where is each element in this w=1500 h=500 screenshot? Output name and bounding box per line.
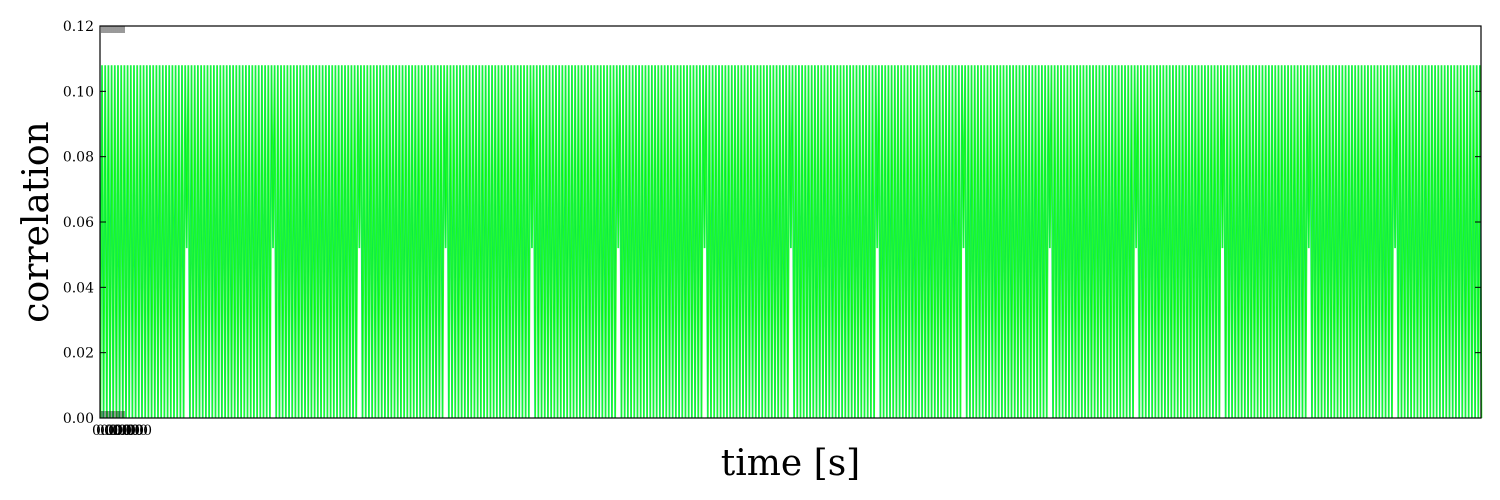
series-green-signal — [99, 65, 1483, 419]
y-tick-label: 0.10 — [63, 84, 94, 100]
y-tick-label: 0.00 — [63, 411, 94, 427]
y-tick-label: 0.04 — [63, 280, 94, 296]
x-tick-label: 0.000 — [92, 423, 132, 439]
x-tick-label: 0.000 — [108, 423, 148, 439]
axis-ticks: 0.00 0.02 0.04 0.06 0.08 0.10 0.12 0.0000.0000.… — [63, 19, 1481, 439]
x-axis-title: time [s] — [721, 443, 860, 484]
x-tick-label: 0.000 — [100, 423, 140, 439]
x-tick-label: 0.000 — [104, 423, 144, 439]
y-tick-label: 0.12 — [63, 19, 94, 35]
y-axis-title: correlation — [16, 121, 57, 322]
axes-frame — [99, 25, 1482, 419]
x-tick-label: 0.000 — [96, 423, 136, 439]
y-tick-label: 0.08 — [63, 150, 94, 166]
y-tick-label: 0.06 — [63, 215, 94, 231]
y-tick-label: 0.02 — [63, 346, 94, 362]
x-tick-label: 0.000 — [112, 423, 152, 439]
